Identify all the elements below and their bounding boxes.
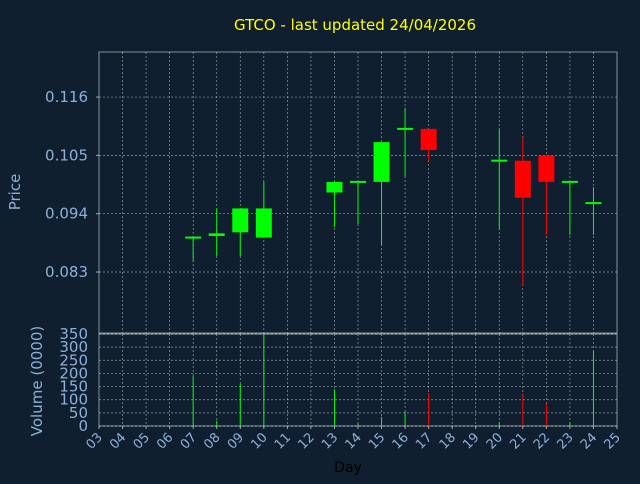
price-panel: 0.083 0.094 0.105 0.116 [45, 51, 618, 334]
candle-body [514, 160, 531, 198]
price-axis-label: Price [6, 174, 24, 211]
volume-tick-label: 350 [59, 325, 88, 343]
volume-axis-label: Volume (0000) [28, 326, 46, 436]
volume-tick-label: 50 [69, 404, 88, 422]
candle-body [350, 180, 366, 183]
candle-body [326, 181, 343, 193]
x-tick-label: 04 [107, 430, 129, 452]
candle-body [491, 159, 508, 162]
x-tick-label: 22 [531, 430, 553, 452]
x-tick-label: 23 [554, 430, 576, 452]
candle-body [420, 128, 437, 151]
x-axis-label: Day [334, 460, 362, 476]
x-tick-label: 24 [578, 430, 600, 452]
candle-body [538, 155, 555, 182]
x-tick-label: 25 [602, 430, 624, 452]
x-tick-label: 13 [319, 430, 341, 452]
price-tick-label: 0.105 [45, 146, 88, 164]
price-tick-label: 0.094 [45, 205, 88, 223]
x-tick-label: 18 [437, 430, 459, 452]
x-tick-label: 15 [366, 430, 388, 452]
candle-body [373, 142, 390, 182]
volume-tick-label: 250 [59, 351, 88, 369]
x-tick-label: 10 [248, 430, 270, 452]
volume-tick-label: 150 [59, 378, 88, 396]
x-tick-label: 12 [295, 430, 317, 452]
x-tick-label: 16 [390, 430, 412, 452]
candle-body [232, 208, 249, 233]
x-tick-label: 20 [484, 430, 506, 452]
candle-body [397, 127, 414, 130]
x-tick-label: 07 [178, 430, 200, 452]
candle-body [208, 233, 225, 236]
volume-tick-label: 300 [59, 338, 88, 356]
price-tick-label: 0.116 [45, 88, 88, 106]
candle-body [585, 202, 602, 205]
candle-body [185, 236, 202, 239]
x-tick-label: 09 [225, 430, 247, 452]
x-tick-label: 06 [154, 430, 176, 452]
chart-title: GTCO - last updated 24/04/2026 [234, 16, 476, 34]
x-tick-label: 21 [507, 430, 529, 452]
x-tick-label: 08 [201, 430, 223, 452]
volume-tick-label: 200 [59, 364, 88, 382]
x-tick-label: 11 [272, 430, 294, 452]
price-tick-label: 0.083 [45, 263, 88, 281]
volume-tick-label: 0 [78, 417, 88, 435]
x-tick-label: 14 [343, 430, 365, 452]
x-tick-label: 05 [131, 430, 153, 452]
candle-body [255, 208, 272, 238]
x-axis: 03 04 05 06 07 08 09 10 11 12 13 14 15 16 17 18 19 20 21 22… [84, 426, 624, 453]
volume-tick-label: 100 [59, 391, 88, 409]
x-tick-label: 19 [460, 430, 482, 452]
x-tick-label: 17 [413, 430, 435, 452]
candle-body [561, 180, 578, 183]
